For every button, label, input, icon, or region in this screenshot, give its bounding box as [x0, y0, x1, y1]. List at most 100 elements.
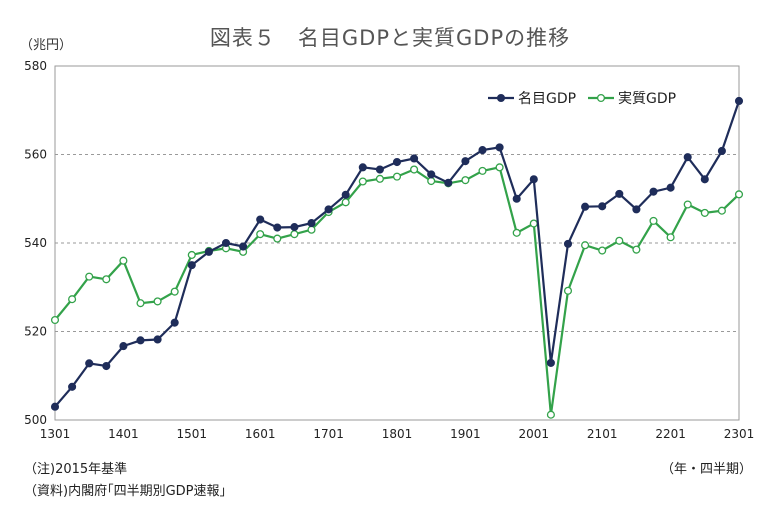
x-tick-label: 2301: [724, 427, 755, 441]
data-point-nominal: [410, 154, 419, 163]
data-point-real: [307, 225, 316, 234]
data-point-nominal: [427, 170, 436, 179]
data-point-nominal: [136, 336, 145, 345]
data-point-real: [717, 206, 726, 215]
series-line-nominal: [54, 100, 741, 408]
data-point-nominal: [358, 163, 367, 172]
data-point-nominal: [102, 361, 111, 371]
data-point-real: [683, 200, 692, 209]
chart-title: 図表５ 名目GDPと実質GDPの推移: [209, 26, 571, 50]
data-point-nominal: [392, 157, 402, 167]
series-lines: [50, 96, 744, 419]
data-point-real: [85, 272, 94, 281]
data-point-nominal: [683, 153, 692, 162]
y-tick-label: 580: [24, 59, 47, 73]
data-point-real: [153, 297, 162, 306]
y-tick-label: 500: [24, 413, 47, 427]
data-point-nominal: [375, 165, 384, 174]
data-point-real: [581, 241, 590, 250]
data-point-real: [256, 230, 265, 239]
source-note: （資料)内閣府｢四半期別GDP速報｣: [24, 484, 226, 499]
data-point-real: [392, 172, 402, 181]
data-point-nominal: [273, 223, 282, 232]
data-point-nominal: [221, 238, 231, 248]
data-point-nominal: [170, 318, 179, 327]
data-point-real: [170, 287, 179, 296]
x-tick-labels: 1301 1401 1501 1601 1701 1801 1901 2001 2101 2201…: [40, 427, 755, 441]
data-point-nominal: [307, 219, 316, 228]
x-tick-label: 2001: [519, 427, 550, 441]
data-point-real: [700, 208, 709, 217]
data-point-nominal: [239, 242, 248, 251]
x-tick-label: 2101: [587, 427, 618, 441]
x-tick-label: 1601: [245, 427, 276, 441]
data-point-real: [615, 236, 624, 245]
x-tick-label: 1301: [40, 427, 71, 441]
legend-marker: [496, 93, 506, 103]
data-point-nominal: [85, 359, 94, 368]
data-point-real: [666, 233, 675, 242]
data-point-nominal: [341, 190, 350, 199]
data-point-real: [358, 177, 367, 186]
data-point-real: [649, 216, 658, 225]
data-point-nominal: [324, 205, 333, 214]
x-tick-label: 2201: [655, 427, 686, 441]
y-axis-unit-label: （兆円）: [20, 38, 73, 53]
data-point-real: [50, 315, 60, 325]
x-tick-label: 1401: [108, 427, 139, 441]
data-point-nominal: [598, 202, 607, 211]
x-tick-label: 1701: [313, 427, 344, 441]
data-point-real: [461, 176, 470, 185]
data-point-real: [136, 299, 145, 308]
data-point-nominal: [68, 382, 77, 391]
legend-marker: [596, 93, 606, 103]
data-point-real: [734, 190, 744, 199]
data-point-real: [563, 286, 573, 295]
data-point-real: [512, 228, 521, 237]
data-point-nominal: [546, 358, 555, 367]
data-point-nominal: [512, 194, 521, 203]
data-point-nominal: [153, 335, 162, 344]
data-point-nominal: [256, 215, 265, 224]
data-point-real: [273, 234, 282, 243]
data-point-nominal: [187, 261, 196, 270]
data-point-nominal: [50, 402, 60, 411]
axes: [54, 65, 740, 421]
legend-label: 実質GDP: [618, 91, 676, 107]
data-point-nominal: [529, 175, 538, 184]
legend-label: 名目GDP: [518, 91, 576, 107]
series-line-real: [54, 166, 740, 415]
data-point-real: [546, 410, 555, 419]
data-point-nominal: [666, 183, 675, 192]
x-tick-label: 1801: [382, 427, 413, 441]
data-point-nominal: [478, 146, 487, 155]
data-point-real: [598, 246, 607, 255]
data-point-real: [187, 250, 196, 259]
data-point-nominal: [204, 247, 213, 256]
data-point-real: [529, 219, 538, 228]
data-point-real: [375, 174, 384, 183]
data-point-nominal: [717, 146, 726, 156]
data-point-nominal: [700, 175, 709, 184]
data-point-real: [410, 165, 419, 174]
data-point-nominal: [632, 205, 641, 214]
basis-note: （注)2015年基準: [24, 462, 128, 477]
data-point-real: [341, 198, 350, 207]
data-point-nominal: [290, 223, 299, 232]
data-point-nominal: [563, 239, 573, 248]
y-tick-label: 560: [24, 148, 47, 162]
data-point-real: [68, 295, 77, 304]
data-point-nominal: [461, 157, 470, 166]
y-tick-labels: 500 520 540 560 580: [24, 59, 47, 427]
x-tick-label: 1901: [450, 427, 481, 441]
y-tick-label: 540: [24, 236, 47, 250]
data-point-nominal: [444, 178, 453, 187]
data-point-real: [427, 177, 436, 186]
data-point-real: [495, 163, 504, 172]
x-tick-label: 1501: [177, 427, 208, 441]
data-point-nominal: [495, 143, 504, 152]
data-point-real: [290, 230, 299, 239]
data-point-nominal: [649, 187, 658, 196]
y-tick-label: 520: [24, 325, 47, 339]
